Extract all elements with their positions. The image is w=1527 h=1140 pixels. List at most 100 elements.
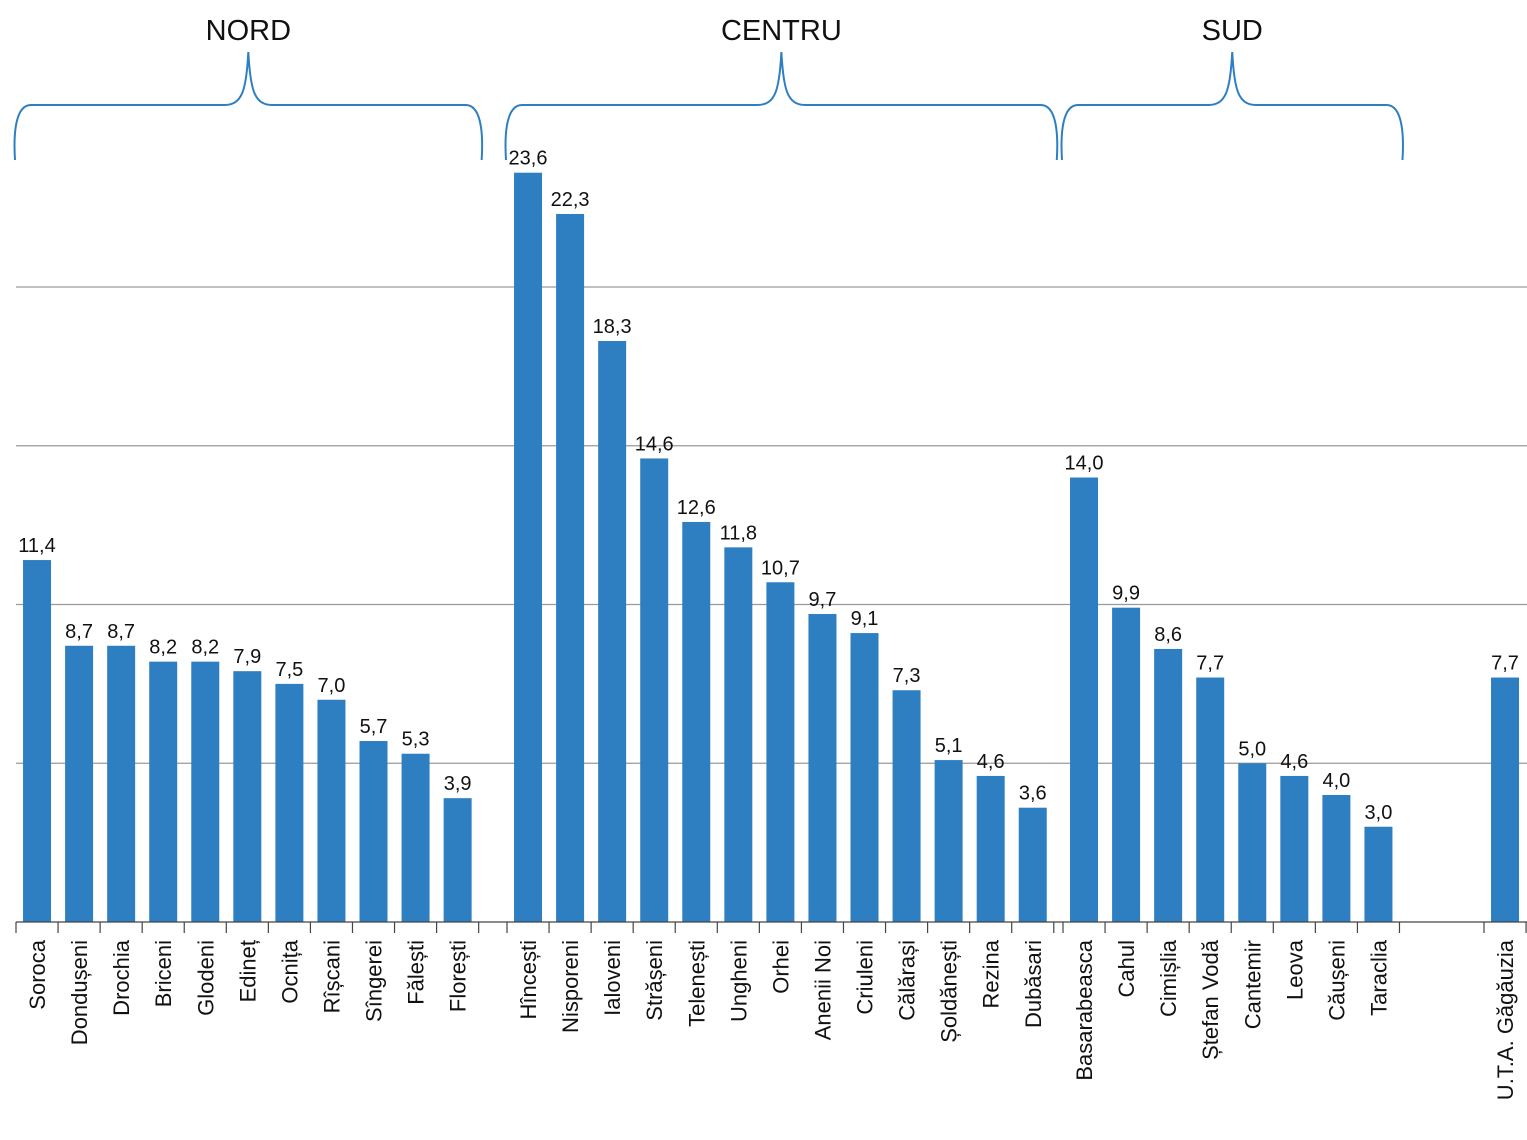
category-label: Orhei: [768, 940, 793, 994]
bar: [23, 560, 52, 922]
value-label: 14,0: [1065, 453, 1104, 475]
value-label: 10,7: [761, 557, 800, 579]
category-label: Cantemir: [1240, 940, 1265, 1029]
value-label: 23,6: [509, 148, 548, 170]
bar: [640, 458, 669, 922]
category-label: Dubăsari: [1021, 940, 1046, 1028]
bar: [359, 741, 388, 922]
bar: [514, 172, 543, 922]
category-label: Sîngerei: [362, 940, 387, 1022]
category-label: Rezina: [979, 939, 1004, 1008]
category-label: Briceni: [151, 940, 176, 1007]
bar: [1196, 677, 1225, 922]
value-label: 8,7: [65, 621, 93, 643]
category-label: Ocnița: [277, 939, 302, 1003]
value-label: 22,3: [551, 189, 590, 211]
value-label: 5,3: [402, 729, 430, 751]
value-label: 5,1: [935, 735, 963, 757]
bar: [934, 760, 963, 922]
category-label: U.T.A. Găgăuzia: [1493, 939, 1518, 1100]
value-label: 4,0: [1322, 770, 1350, 792]
category-label: Călărași: [895, 940, 920, 1021]
category-label: Criuleni: [853, 940, 878, 1015]
value-label: 7,0: [318, 675, 346, 697]
value-label: 7,3: [893, 665, 921, 687]
bar: [149, 661, 178, 922]
category-label: Telenești: [684, 940, 709, 1027]
category-label: Ialoveni: [600, 940, 625, 1016]
category-label: Drochia: [109, 939, 134, 1016]
bar: [275, 683, 304, 922]
category-label: Fălești: [404, 940, 429, 1005]
category-label: Rîșcani: [319, 940, 344, 1013]
bar: [808, 614, 837, 922]
bar: [107, 645, 136, 922]
category-label: Căușeni: [1324, 940, 1349, 1021]
bar: [1070, 477, 1099, 922]
category-label: Florești: [446, 940, 471, 1012]
category-label: Strășeni: [642, 940, 667, 1021]
bar: [1112, 607, 1141, 922]
value-label: 4,6: [977, 751, 1005, 773]
value-label: 8,6: [1154, 624, 1182, 646]
bar: [1238, 763, 1267, 922]
category-label: Dondușeni: [67, 940, 92, 1045]
category-label: Ștefan Vodă: [1198, 939, 1223, 1060]
value-label: 7,7: [1196, 653, 1224, 675]
category-label: Cimișlia: [1156, 939, 1181, 1017]
group-brace: [504, 51, 1059, 161]
group-brace: [13, 51, 484, 161]
value-label: 4,6: [1280, 751, 1308, 773]
bar: [65, 645, 94, 922]
group-label: SUD: [1202, 15, 1263, 47]
bar: [1364, 826, 1393, 922]
value-label: 5,7: [360, 716, 388, 738]
value-label: 7,7: [1491, 653, 1519, 675]
value-label: 9,7: [809, 589, 837, 611]
group-label: CENTRU: [721, 15, 842, 47]
bar: [401, 753, 430, 922]
bar: [1280, 775, 1309, 922]
bar: [1491, 677, 1520, 922]
category-label: Taraclia: [1366, 939, 1391, 1016]
category-label: Soroca: [25, 939, 50, 1009]
group-braces: NORD CENTRU SUD: [13, 15, 1404, 161]
bar: [233, 671, 262, 922]
bar: [724, 547, 753, 922]
category-label: Șoldănești: [937, 940, 962, 1043]
category-label: Cahul: [1114, 940, 1139, 997]
value-label: 3,0: [1365, 802, 1393, 824]
bar: [682, 521, 711, 922]
x-axis: [15, 921, 1527, 933]
value-label: 8,2: [149, 637, 177, 659]
value-label: 9,9: [1112, 583, 1140, 605]
bar: [892, 690, 921, 922]
bar: [191, 661, 220, 922]
value-label: 8,2: [191, 637, 219, 659]
value-labels: 11,4 8,7 8,7 8,2 8,2 7,9 7,5 7,0 5,7 5,3 3,9 23,622…: [18, 148, 1519, 824]
category-label: Hîncești: [516, 940, 541, 1019]
value-label: 9,1: [851, 608, 879, 630]
group-brace: [1060, 51, 1404, 161]
value-label: 14,6: [635, 433, 674, 455]
category-label: Anenii Noi: [810, 940, 835, 1040]
bars: [23, 172, 1520, 923]
bar: [598, 340, 627, 923]
bar: [976, 775, 1005, 922]
value-label: 5,0: [1238, 738, 1266, 760]
category-label: Glodeni: [193, 940, 218, 1016]
bar: [556, 213, 585, 923]
category-label: Leova: [1282, 939, 1307, 1000]
value-label: 11,8: [720, 522, 757, 544]
category-labels: Soroca Dondușeni Drochia Briceni Glodeni Edin…: [25, 939, 1518, 1100]
value-label: 7,9: [233, 646, 261, 668]
category-label: Basarabeasca: [1072, 939, 1097, 1080]
value-label: 12,6: [677, 497, 716, 519]
value-label: 8,7: [107, 621, 135, 643]
bar: [317, 699, 346, 922]
bar: [1322, 795, 1351, 922]
bar: [850, 633, 879, 922]
category-label: Ungheni: [726, 940, 751, 1022]
bar: [443, 798, 472, 922]
bar: [1154, 648, 1183, 922]
